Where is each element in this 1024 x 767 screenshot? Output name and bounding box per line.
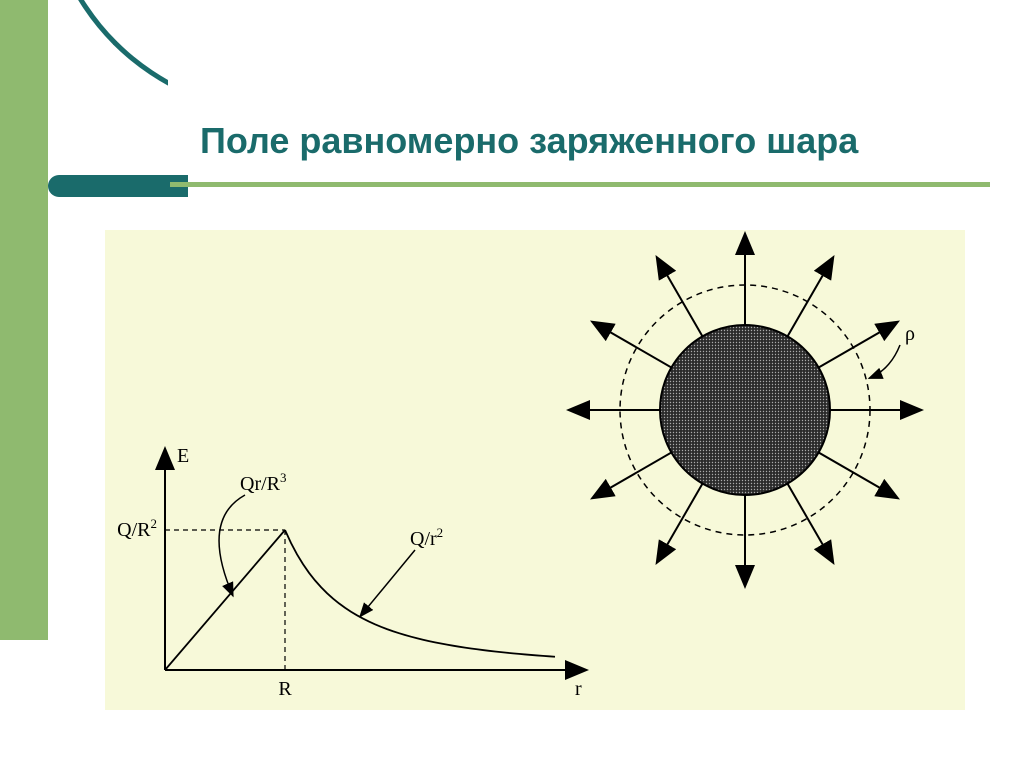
curve-linear	[165, 530, 285, 670]
title-underline-teal	[48, 175, 188, 197]
r-tick-label: R	[278, 678, 292, 700]
peak-y-label: Q/R2	[117, 516, 157, 541]
content-panel: ρ E r R	[105, 230, 965, 710]
charged-sphere	[660, 325, 830, 495]
density-label: ρ	[905, 323, 915, 345]
slide-root: Поле равномерно заряженного шара	[0, 0, 1024, 767]
title-underline-green	[170, 182, 990, 187]
density-pointer	[869, 345, 900, 378]
linear-region-label: Qr/R3	[240, 470, 287, 495]
field-graph: E r R Q/R2 Qr/R3 Q/r2	[117, 445, 585, 700]
y-axis-label: E	[177, 445, 189, 467]
corner-curve-decoration	[48, 0, 168, 120]
left-accent-bar	[0, 0, 48, 640]
diagram-svg: ρ E r R	[105, 230, 965, 710]
slide-title: Поле равномерно заряженного шара	[200, 120, 858, 162]
annotation-arrow-decay	[360, 550, 415, 617]
charged-sphere-diagram: ρ	[570, 235, 920, 585]
decay-region-label: Q/r2	[410, 525, 443, 550]
x-axis-label: r	[575, 678, 582, 700]
